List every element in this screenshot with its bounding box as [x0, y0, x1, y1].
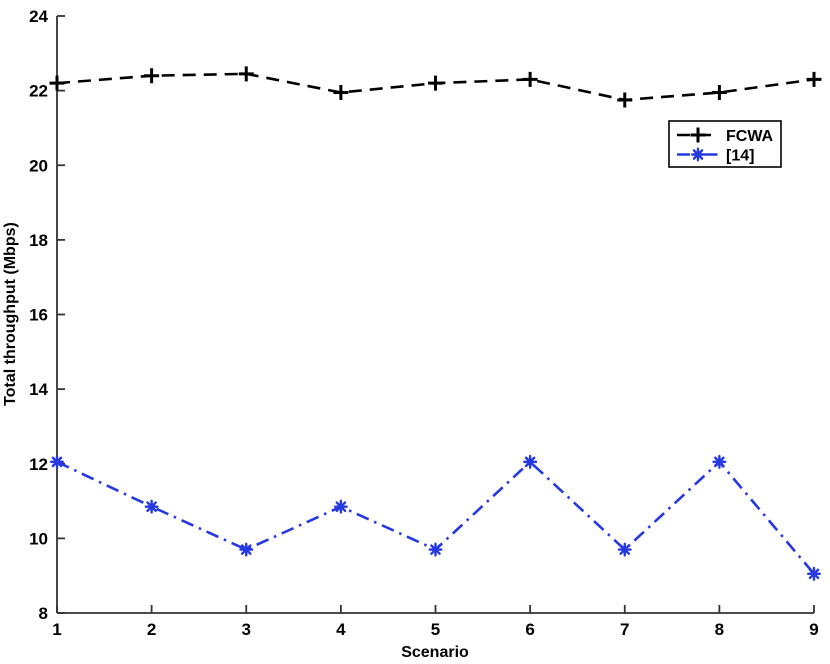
legend-label: FCWA [726, 128, 774, 145]
y-axis-label: Total throughput (Mbps) [2, 222, 19, 406]
asterisk-marker [523, 454, 538, 469]
series-line [56, 460, 815, 575]
x-tick-label: 1 [52, 620, 61, 639]
y-tick-label: 22 [29, 82, 48, 101]
x-tick-label: 9 [809, 620, 818, 639]
y-tick-label: 10 [29, 529, 48, 548]
plus-marker [428, 75, 443, 91]
x-tick-label: 2 [147, 620, 156, 639]
asterisk-marker [144, 499, 159, 514]
x-tick-label: 5 [431, 620, 440, 639]
series-14 [50, 454, 821, 581]
y-tick-label: 20 [29, 156, 48, 175]
asterisk-marker [712, 454, 727, 469]
asterisk-marker [807, 566, 821, 581]
plus-marker [690, 127, 706, 143]
legend: FCWA [14] [668, 120, 782, 168]
plus-marker [522, 71, 538, 87]
plus-marker [144, 68, 160, 84]
plus-marker [238, 66, 254, 82]
legend-entry: FCWA [677, 127, 774, 145]
x-tick-label: 3 [242, 620, 251, 639]
plus-marker [806, 71, 822, 87]
asterisk-marker [50, 454, 64, 469]
plus-marker [711, 84, 727, 100]
asterisk-marker [617, 542, 632, 557]
x-tick-label: 4 [336, 620, 346, 639]
y-tick-label: 12 [29, 455, 48, 474]
x-tick-label: 6 [525, 620, 534, 639]
y-tick-label: 14 [29, 380, 48, 399]
x-axis-label: Scenario [401, 644, 469, 661]
legend-entry: [14] [677, 147, 754, 165]
legend-label: [14] [726, 148, 754, 165]
y-tick-label: 24 [29, 7, 48, 26]
asterisk-marker [333, 499, 348, 514]
y-tick-label: 16 [29, 306, 48, 325]
y-tick-label: 8 [39, 604, 48, 623]
x-tick-label: 8 [715, 620, 724, 639]
asterisk-marker [691, 147, 705, 162]
y-tick-label: 18 [29, 231, 48, 250]
asterisk-marker [239, 542, 254, 557]
plus-marker [49, 75, 65, 91]
series-fcwa [49, 66, 822, 108]
x-tick-label: 7 [620, 620, 629, 639]
plus-marker [617, 92, 633, 108]
asterisk-marker [428, 542, 443, 557]
plus-marker [333, 84, 349, 100]
legend-box [668, 120, 782, 168]
